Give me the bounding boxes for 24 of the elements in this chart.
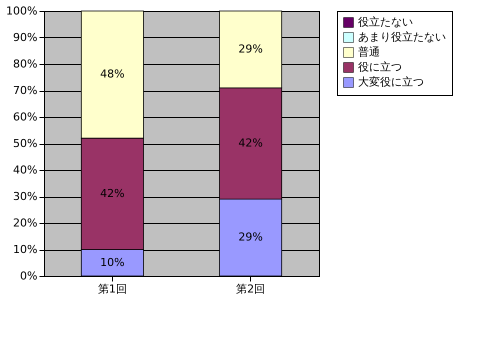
y-tick-label: 60% [13, 110, 38, 124]
data-label: 10% [100, 256, 125, 269]
data-label: 42% [238, 136, 263, 150]
y-tick-label: 30% [13, 190, 38, 203]
legend-label: 役に立つ [358, 60, 402, 74]
data-label: 42% [100, 186, 125, 200]
y-tick-label: 20% [13, 216, 38, 230]
data-label: 29% [238, 42, 263, 56]
y-tick-label: 80% [13, 58, 38, 70]
data-label: 48% [100, 68, 125, 81]
legend-label: 普通 [358, 46, 380, 58]
legend-label: 大変役に立つ [358, 76, 424, 88]
y-tick-label: 40% [13, 164, 38, 176]
y-tick-label: 100% [6, 4, 38, 18]
y-tick-label: 10% [13, 243, 38, 256]
y-tick-label: 0% [20, 270, 38, 282]
legend-label: あまり役立たない [358, 30, 446, 44]
y-tick-label: 90% [13, 31, 38, 44]
x-tick-label: 第1回 [98, 282, 127, 296]
data-label: 29% [238, 230, 263, 244]
y-tick-label: 50% [13, 137, 38, 150]
legend-label: 役立たない [358, 16, 413, 28]
x-tick-label: 第2回 [236, 282, 266, 296]
y-tick-label: 70% [13, 84, 38, 97]
